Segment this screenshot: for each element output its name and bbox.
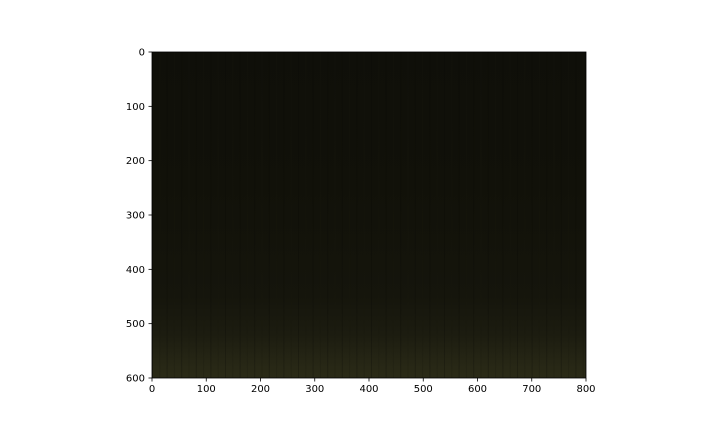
image-texture-stripe	[458, 52, 460, 378]
image-texture-stripe	[568, 52, 570, 378]
y-tick-label: 100	[126, 102, 145, 113]
x-tick-label: 300	[305, 384, 324, 395]
x-tick-label: 600	[468, 384, 487, 395]
image-texture-stripe	[495, 52, 497, 378]
image-texture-stripe	[319, 52, 321, 378]
image-texture-stripe	[312, 52, 314, 378]
image-texture-stripe	[429, 52, 431, 378]
image-texture-stripe	[487, 52, 489, 378]
image-texture-stripe	[195, 52, 197, 378]
image-texture-stripe	[166, 52, 168, 378]
image-pixels	[152, 52, 586, 378]
image-texture-stripe	[363, 52, 365, 378]
image-texture-stripe	[349, 52, 351, 378]
image-texture-stripe	[188, 52, 190, 378]
image-texture-stripe	[225, 52, 226, 378]
image-texture-stripe	[517, 52, 518, 378]
x-tick-label: 200	[251, 384, 270, 395]
image-texture-stripe	[298, 52, 299, 378]
image-texture-stripe	[414, 52, 416, 378]
x-tick-label: 400	[359, 384, 378, 395]
image-texture-stripe	[560, 52, 562, 378]
image-texture-stripe	[305, 52, 307, 378]
image-texture-stripe	[575, 52, 577, 378]
image-texture-stripe	[371, 52, 372, 378]
y-tick-label: 500	[126, 319, 145, 330]
x-tick-label: 800	[576, 384, 595, 395]
y-tick-label: 200	[126, 156, 145, 167]
image-texture-stripe	[203, 52, 205, 378]
image-texture-stripe	[400, 52, 402, 378]
image-texture-stripe	[173, 52, 175, 378]
y-tick-label: 300	[126, 211, 145, 222]
x-tick-label: 0	[149, 384, 155, 395]
image-texture-stripe	[531, 52, 533, 378]
image-area	[152, 52, 586, 378]
image-texture-stripe	[217, 52, 219, 378]
image-texture-stripe	[210, 52, 212, 378]
image-texture-stripe	[232, 52, 234, 378]
image-texture	[152, 52, 584, 378]
image-texture-stripe	[327, 52, 329, 378]
image-texture-stripe	[407, 52, 409, 378]
image-texture-stripe	[268, 52, 270, 378]
x-axis-ticks: 0 100 200 300 400 500 600 700 800	[149, 378, 596, 395]
image-texture-stripe	[502, 52, 504, 378]
image-texture-stripe	[546, 52, 548, 378]
image-texture-stripe	[356, 52, 358, 378]
x-tick-label: 700	[522, 384, 541, 395]
image-texture-stripe	[378, 52, 380, 378]
image-texture-stripe	[582, 52, 584, 378]
image-texture-stripe	[181, 52, 183, 378]
image-texture-stripe	[465, 52, 467, 378]
image-texture-stripe	[254, 52, 256, 378]
image-texture-stripe	[480, 52, 482, 378]
image-texture-stripe	[553, 52, 555, 378]
image-texture-stripe	[152, 52, 153, 378]
image-texture-stripe	[538, 52, 540, 378]
image-texture-stripe	[444, 52, 445, 378]
x-tick-label: 100	[197, 384, 216, 395]
image-texture-stripe	[246, 52, 248, 378]
y-tick-label: 0	[139, 48, 145, 59]
image-texture-stripe	[509, 52, 511, 378]
image-texture-stripe	[436, 52, 438, 378]
image-texture-stripe	[159, 52, 161, 378]
image-texture-stripe	[341, 52, 343, 378]
image-texture-stripe	[290, 52, 292, 378]
image-texture-stripe	[283, 52, 285, 378]
image-texture-stripe	[261, 52, 263, 378]
image-texture-stripe	[334, 52, 336, 378]
image-texture-stripe	[451, 52, 453, 378]
x-tick-label: 500	[414, 384, 433, 395]
image-texture-stripe	[524, 52, 526, 378]
image-texture-stripe	[473, 52, 475, 378]
image-texture-stripe	[385, 52, 387, 378]
image-texture-stripe	[392, 52, 394, 378]
y-tick-label: 600	[126, 374, 145, 385]
y-tick-label: 400	[126, 265, 145, 276]
y-axis-ticks: 0 100 200 300 400 500 600	[126, 48, 152, 385]
image-texture-stripe	[422, 52, 424, 378]
image-texture-stripe	[239, 52, 241, 378]
image-texture-stripe	[276, 52, 278, 378]
